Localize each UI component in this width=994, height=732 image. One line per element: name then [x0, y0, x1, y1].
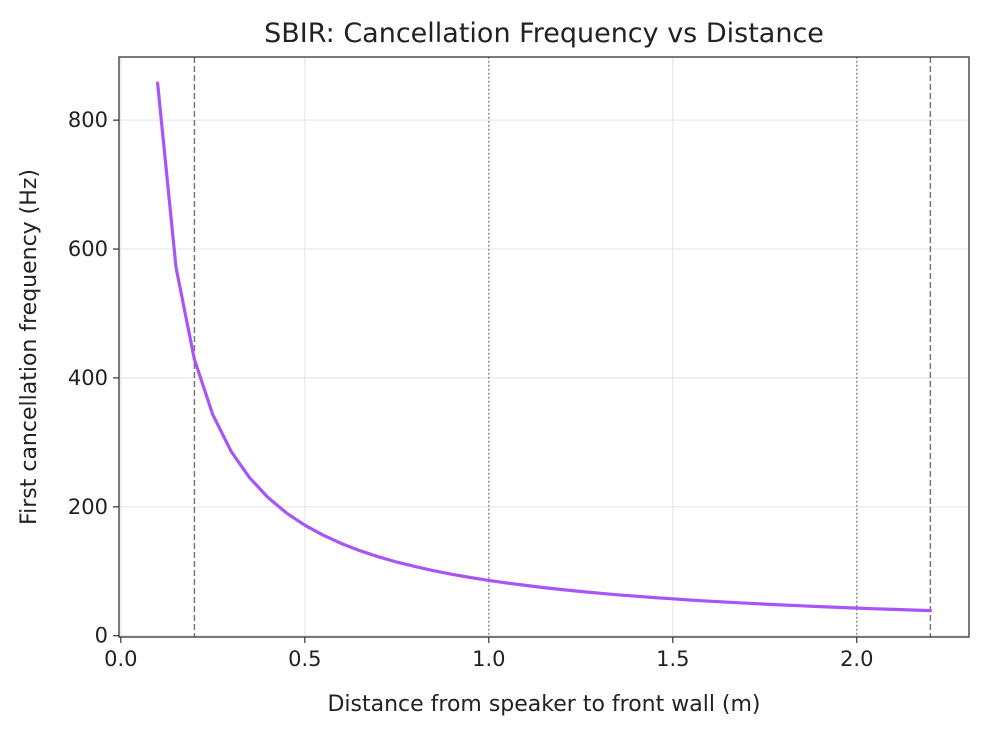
y-tick-label: 800 [68, 108, 108, 132]
y-tick-label: 400 [68, 366, 108, 390]
y-tick-label: 200 [68, 495, 108, 519]
x-axis-label: Distance from speaker to front wall (m) [327, 692, 760, 717]
y-axis-label: First cancellation frequency (Hz) [17, 169, 42, 525]
series [156, 81, 933, 613]
chart-title: SBIR: Cancellation Frequency vs Distance [264, 18, 824, 49]
x-tick-label: 1.5 [656, 647, 689, 671]
series-line [156, 81, 933, 613]
x-tick-label: 0.0 [104, 647, 137, 671]
y-tick-label: 0 [95, 624, 108, 648]
x-tick-label: 2.0 [840, 647, 873, 671]
grid [119, 57, 969, 637]
y-tick-label: 600 [68, 237, 108, 261]
x-axis: 0.0 0.5 1.0 1.5 2.0 [104, 637, 873, 671]
y-axis: 0 200 400 600 800 [68, 108, 119, 648]
plot-frame [118, 56, 970, 638]
x-tick-label: 0.5 [288, 647, 321, 671]
reference-lines [193, 57, 932, 637]
x-tick-label: 1.0 [472, 647, 505, 671]
